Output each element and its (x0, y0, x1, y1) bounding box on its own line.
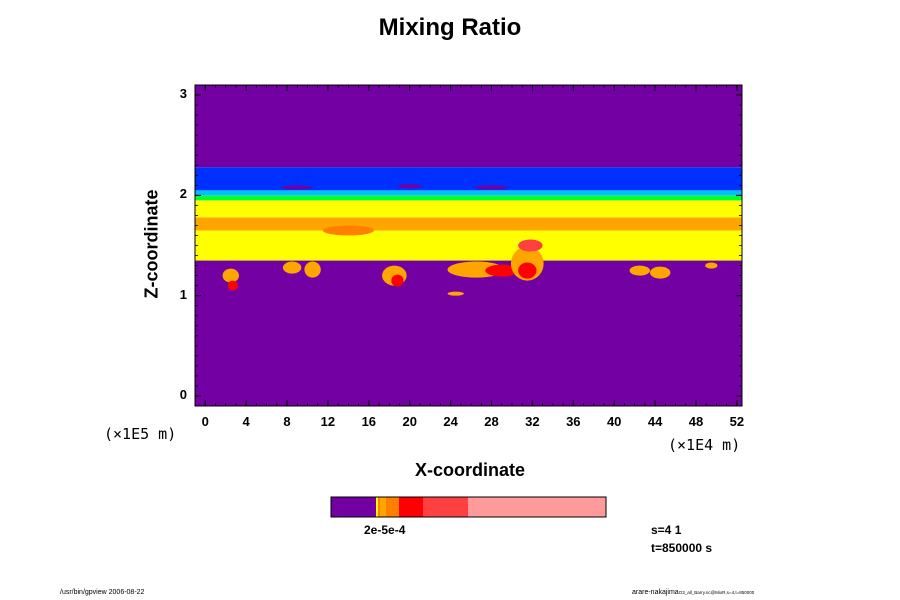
heatmap-blob (282, 261, 302, 274)
colorbar (330, 496, 607, 518)
colorbar-frame (330, 496, 607, 518)
heatmap-blob (629, 265, 650, 276)
heatmap-layer (195, 217, 742, 231)
colorbar-segment (399, 497, 423, 517)
heatmap-blob (227, 280, 238, 291)
x-tick-label: 36 (566, 414, 581, 429)
x-tick-label: 0 (201, 414, 209, 429)
annotation-s: s=4 1 (651, 523, 682, 537)
heatmap-blob (281, 185, 313, 190)
footer-author-detail: O3_all_Barry.nc@MixR,s=4,t=850000 (678, 590, 755, 595)
x-tick-label: 24 (443, 414, 458, 429)
heatmap-layer (195, 85, 742, 168)
y-tick-label: 2 (179, 186, 187, 202)
x-tick-label: 40 (606, 414, 622, 429)
colorbar-segment (376, 497, 378, 517)
heatmap-blob (397, 184, 422, 189)
x-axis-label: X-coordinate (414, 460, 525, 480)
heatmap-layer (195, 195, 742, 201)
heatmap-blob (518, 239, 543, 252)
info-annotations: s=4 1 t=850000 s (651, 521, 712, 557)
y-scale-label: (×1E5 m) (104, 425, 177, 443)
x-tick-label: 28 (484, 414, 499, 429)
heatmap-blob (649, 266, 671, 279)
heatmap-blob (518, 262, 537, 279)
y-tick-label: 0 (179, 386, 187, 402)
heatmap-blob (222, 268, 239, 283)
y-axis-label: Z-coordinate (141, 189, 162, 299)
colorbar-segment (423, 497, 468, 517)
colorbar-segment (386, 497, 399, 517)
heatmap-blob (304, 261, 321, 278)
y-tick-label: 3 (179, 86, 187, 102)
heatmap-field (195, 85, 742, 406)
colorbar-segment (380, 497, 386, 517)
x-scale-label: (×1E4 m) (668, 436, 741, 454)
footer-author: arare-nakajimaO3_all_Barry.nc@MixR,s=4,t… (632, 589, 754, 596)
heatmap-blob (485, 264, 519, 277)
annotation-t: t=850000 s (651, 541, 713, 555)
x-tick-label: 48 (688, 414, 704, 429)
heatmap-layer (195, 230, 742, 261)
chart-title: Mixing Ratio (378, 14, 522, 41)
colorbar-labels: 2e-5e-4 (364, 523, 405, 537)
heatmap-layer (195, 190, 742, 196)
colorbar-segment (378, 497, 380, 517)
footer-command: /usr/bin/gpview 2006-08-22 (60, 589, 145, 596)
x-tick-label: 20 (402, 414, 417, 429)
x-tick-label: 12 (320, 414, 336, 429)
heatmap-blob (322, 225, 374, 236)
heatmap-blob (447, 291, 464, 296)
footer-author-main: arare-nakajima (632, 589, 679, 596)
x-tick-label: 52 (729, 414, 745, 429)
heatmap-layer (195, 200, 742, 218)
heatmap-layer (195, 260, 742, 406)
x-tick-label: 32 (525, 414, 540, 429)
axis-ticks (195, 85, 742, 406)
x-tick-label: 8 (283, 414, 291, 429)
x-tick-label: 4 (242, 414, 250, 429)
heatmap-blob (391, 274, 404, 287)
heatmap-blob (475, 185, 508, 190)
colorbar-segment (331, 497, 376, 517)
x-tick-label: 44 (647, 414, 663, 429)
x-tick-label: 16 (361, 414, 377, 429)
colorbar-label: 2e-5e-4 (364, 523, 406, 537)
colorbar-segment (468, 497, 606, 517)
heatmap-blob (705, 262, 718, 269)
heatmap-layer (195, 167, 742, 191)
y-tick-label: 1 (179, 286, 187, 302)
